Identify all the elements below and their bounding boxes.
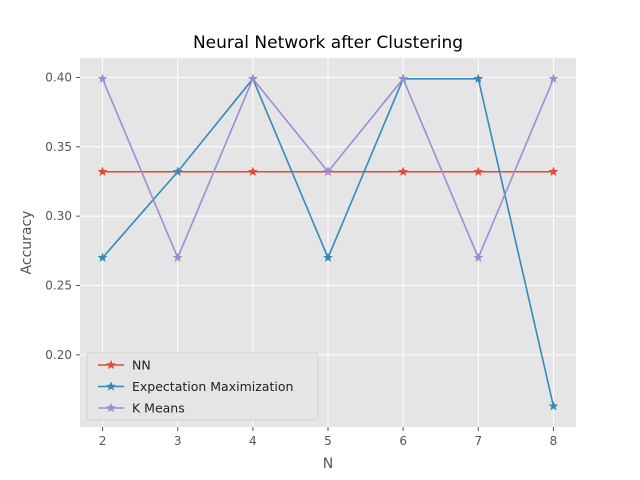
y-tick-label: 0.25 [45,279,72,293]
legend: NN Expectation Maximization K Means [86,352,319,421]
data-point-expectation-maximization [473,73,484,84]
data-point-nn [398,166,409,177]
x-tick-label: 6 [399,434,407,448]
data-point-nn [97,166,108,177]
x-tick-label: 2 [99,434,107,448]
data-point-k-means [548,73,559,84]
chart-title: Neural Network after Clustering [193,33,463,53]
series-k-means [97,73,559,263]
data-point-expectation-maximization [97,252,108,263]
legend-label-k-means: K Means [132,401,185,416]
legend-box [86,352,319,421]
x-tick-label: 4 [249,434,257,448]
data-point-k-means [398,73,409,84]
y-tick-label: 0.20 [45,348,72,362]
y-axis-label: Accuracy [19,211,35,275]
data-point-nn [473,166,484,177]
series-group [97,73,559,411]
x-tick-label: 5 [324,434,332,448]
data-point-nn [247,166,258,177]
y-axis-ticks: 0.20 0.25 0.30 0.35 0.40 [45,70,80,362]
legend-marker-nn [105,359,117,370]
data-point-k-means [97,73,108,84]
data-point-k-means [322,166,334,177]
data-point-k-means [247,73,258,84]
data-point-expectation-maximization [322,252,334,263]
data-point-expectation-maximization [548,400,559,411]
x-axis-ticks: 2 3 4 5 6 7 8 [99,427,558,448]
data-point-nn [548,166,559,177]
legend-marker-k-means [105,402,117,413]
x-tick-label: 7 [474,434,482,448]
legend-label-nn: NN [132,358,151,373]
legend-marker-expectation-maximization [105,381,117,391]
data-point-k-means [473,252,484,263]
y-tick-label: 0.40 [45,70,72,84]
x-tick-label: 3 [174,434,182,448]
legend-label-expectation-maximization: Expectation Maximization [132,379,293,394]
y-tick-label: 0.35 [45,140,72,154]
x-tick-label: 8 [550,434,558,448]
x-axis-label: N [323,456,333,472]
data-point-k-means [172,252,183,263]
y-tick-label: 0.30 [45,209,72,223]
data-point-expectation-maximization [172,166,183,177]
